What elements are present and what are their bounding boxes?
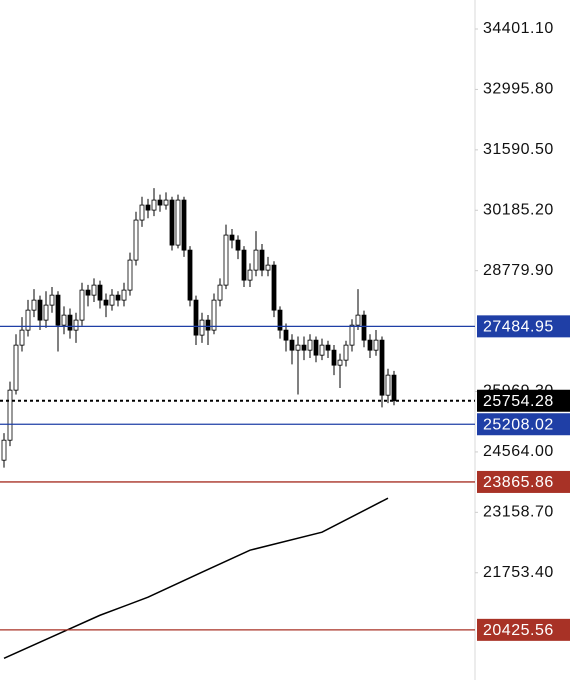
level-label-box [477, 413, 570, 436]
level-label-box [477, 470, 570, 493]
candle-body [139, 204, 145, 221]
candle-body [301, 344, 307, 351]
candle-body [121, 289, 127, 301]
candle-body [217, 284, 223, 301]
candle-body [283, 329, 289, 341]
level-label: 20425.56 [483, 622, 554, 639]
level-label-box [477, 315, 570, 338]
level-label-box [477, 618, 570, 641]
candle-body [127, 259, 133, 291]
moving-average [3, 497, 389, 659]
y-tick-label: 31590.50 [483, 141, 554, 158]
candle-body [13, 344, 19, 391]
candle-body [109, 294, 115, 306]
candle-body [373, 339, 379, 351]
candle-body [355, 314, 361, 326]
candle-body [265, 264, 271, 271]
candle-body [145, 204, 151, 211]
candle-body [331, 349, 337, 366]
y-tick-label: 34401.10 [483, 20, 554, 37]
candle-body [385, 374, 391, 396]
candle-body [25, 309, 31, 331]
candle-body [307, 339, 313, 351]
candle-body [115, 294, 121, 301]
level-label: 23865.86 [483, 474, 554, 491]
candle-body [61, 314, 67, 326]
candle-body [133, 219, 139, 261]
candle-body [91, 284, 97, 296]
y-tick-label: 30185.20 [483, 201, 554, 218]
candle-body [103, 299, 109, 306]
candle-body [247, 269, 253, 281]
candle-body [289, 339, 295, 351]
candle-body [7, 389, 13, 441]
candle-body [199, 319, 205, 336]
candle-body [313, 339, 319, 356]
candle-body [79, 289, 85, 321]
candle-body [241, 249, 247, 281]
candle-body [19, 329, 25, 346]
candle-body [319, 344, 325, 356]
candle-body [151, 199, 157, 211]
candle-body [187, 249, 193, 301]
candle-body [259, 249, 265, 271]
level-label-box [477, 389, 570, 412]
candle-body [277, 309, 283, 331]
candle-body [55, 294, 61, 326]
y-tick-label: 32995.80 [483, 81, 554, 98]
y-tick-label: 21753.40 [483, 564, 554, 581]
candle-body [85, 289, 91, 296]
candle-body [193, 299, 199, 336]
y-tick-label: 28779.90 [483, 262, 554, 279]
candle-body [49, 294, 55, 306]
candle-body [253, 249, 259, 271]
candle-body [205, 319, 211, 331]
candle-body [181, 199, 187, 251]
candle-body [235, 239, 241, 251]
candle-body [175, 199, 181, 246]
candle-body [361, 314, 367, 341]
candle-body [271, 264, 277, 311]
y-tick-label: 23158.70 [483, 504, 554, 521]
candle-body [349, 324, 355, 346]
level-label: 25754.28 [483, 393, 554, 410]
candle-body [43, 304, 49, 321]
candle-body [295, 344, 301, 351]
candle-body [337, 359, 343, 366]
candle-body [163, 199, 169, 206]
candle-body [157, 199, 163, 206]
candle-body [1, 439, 7, 461]
candle-body [31, 299, 37, 311]
candle-body [343, 344, 349, 361]
candle-body [169, 199, 175, 246]
candle-body [223, 234, 229, 286]
candle-body [67, 314, 73, 331]
candle-body [97, 284, 103, 301]
candle-body [37, 299, 43, 321]
level-label: 25208.02 [483, 416, 554, 433]
candle-body [211, 299, 217, 331]
level-label: 27484.95 [483, 319, 554, 336]
candle-body [367, 339, 373, 351]
y-tick-label: 24564.00 [483, 443, 554, 460]
candle-body [391, 374, 397, 402]
candle-body [73, 319, 79, 331]
candle-body [325, 344, 331, 351]
candle-body [229, 234, 235, 241]
candle-body [379, 339, 385, 396]
